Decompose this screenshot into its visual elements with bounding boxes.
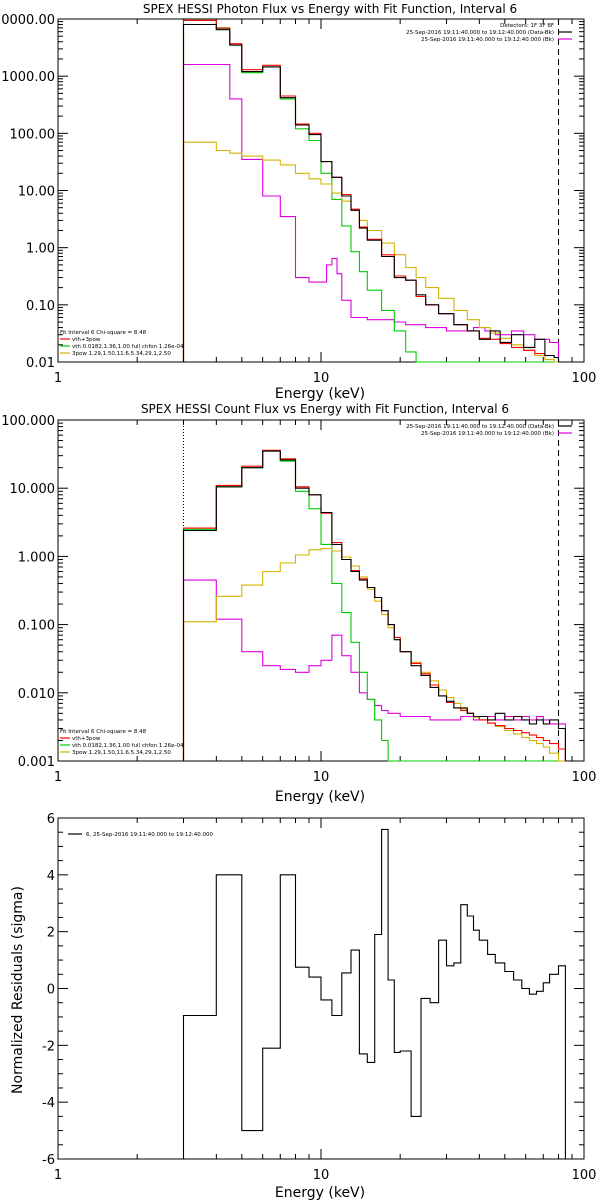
residuals-x-tick-label: 1 bbox=[54, 1168, 62, 1183]
photon-flux-panel: SPEX HESSI Photon Flux vs Energy with Fi… bbox=[0, 2, 596, 402]
residuals-y-tick-label: 6 bbox=[47, 812, 55, 827]
photon-flux-y-tick-label: 1.00 bbox=[26, 242, 55, 257]
count-flux-legend-bottomleft-entry: vth 0.0182,1.36,1.00 full chfon 1.26e-04 bbox=[72, 743, 184, 749]
count-flux-series-vth bbox=[182, 450, 566, 762]
photon-flux-x-tick-label: 1 bbox=[54, 371, 62, 386]
photon-flux-series-vth bbox=[182, 19, 559, 363]
count-flux-y-tick-label: 0.100 bbox=[18, 619, 55, 634]
photon-flux-x-tick-label: 10 bbox=[313, 371, 330, 386]
residuals-legend-entry: 6, 25-Sep-2016 19:11:40.000 to 19:12:40.… bbox=[86, 832, 213, 838]
photon-flux-legend-bottomleft-entry: vth+3pow bbox=[72, 337, 101, 343]
count-flux-legend-topright-entry: 25-Sep-2016 19:11:40.000 to 19:12:40.000… bbox=[406, 424, 554, 430]
photon-flux-plot-frame bbox=[57, 18, 585, 363]
count-flux-legend-bottomleft-entry: Fit Interval 6 Chi-square = 8.48 bbox=[60, 729, 147, 735]
residuals-xlabel: Energy (keV) bbox=[275, 1185, 365, 1200]
count-flux-plot-frame bbox=[57, 419, 585, 762]
residuals-y-tick-label: 2 bbox=[47, 926, 55, 941]
count-flux-series-data-bk bbox=[182, 450, 566, 761]
count-flux-series-3pow bbox=[182, 548, 566, 762]
residuals-y-tick-label: -6 bbox=[42, 1153, 55, 1168]
count-flux-plot-area: 1 10 100 100.000 10.000 1.000 0.100 0.010 0.001 2… bbox=[1, 414, 596, 785]
photon-flux-y-tick-label: 0.10 bbox=[26, 299, 55, 314]
residuals-y-tick-label: 4 bbox=[47, 869, 55, 884]
photon-flux-y-tick-label: 100.00 bbox=[10, 127, 56, 142]
photon-flux-series-vth-3pow bbox=[182, 19, 560, 362]
count-flux-legend-bottomleft-entry: vth+3pow bbox=[72, 736, 101, 742]
count-flux-panel: SPEX HESSI Count Flux vs Energy with Fit… bbox=[1, 402, 596, 805]
count-flux-x-tick-label: 1 bbox=[54, 770, 62, 785]
residuals-x-tick-label: 10 bbox=[313, 1168, 330, 1183]
photon-flux-y-tick-label: 10.00 bbox=[18, 185, 55, 200]
count-flux-y-tick-label: 1.000 bbox=[18, 550, 55, 565]
residuals-x-tick-label: 100 bbox=[572, 1168, 597, 1183]
photon-flux-xlabel: Energy (keV) bbox=[275, 386, 365, 402]
count-flux-y-tick-label: 0.001 bbox=[18, 755, 55, 770]
count-flux-x-tick-label: 100 bbox=[572, 770, 597, 785]
photon-flux-y-tick-label: 0.01 bbox=[26, 356, 55, 371]
photon-flux-series-data-bk bbox=[182, 23, 560, 362]
count-flux-xlabel: Energy (keV) bbox=[275, 789, 365, 805]
photon-flux-legend-bottomleft-entry: vth 0.0182,1.36,1.00 full chfon 1.26e-04 bbox=[72, 344, 184, 350]
photon-flux-series-3pow bbox=[182, 141, 559, 363]
count-flux-series-bk bbox=[182, 579, 566, 761]
count-flux-x-tick-label: 10 bbox=[313, 770, 330, 785]
photon-flux-legend-bottomleft-entry: Fit Interval 6 Chi-square = 8.48 bbox=[60, 330, 147, 336]
photon-flux-legend-topright-entry: 25-Sep-2016 19:11:40.000 to 19:12:40.000… bbox=[421, 37, 554, 43]
photon-flux-series-bk bbox=[182, 63, 560, 362]
residuals-plot-area: 1 10 100 6 4 2 0 -2 -4 -6 6, 25-Sep-2016 19:11:40.… bbox=[42, 812, 596, 1183]
count-flux-y-tick-label: 100.000 bbox=[1, 414, 55, 429]
photon-flux-y-tick-label: 1000.00 bbox=[1, 70, 55, 85]
count-flux-title: SPEX HESSI Count Flux vs Energy with Fit… bbox=[141, 402, 509, 416]
count-flux-legend-bottomleft-entry: 3pow 1.29,1.50,11.6,5.34,29.1,2.50 bbox=[72, 750, 171, 756]
photon-flux-title: SPEX HESSI Photon Flux vs Energy with Fi… bbox=[143, 2, 517, 16]
photon-flux-legend-topright-entry: 25-Sep-2016 19:11:40.000 to 19:12:40.000… bbox=[406, 30, 554, 36]
photon-flux-legend-bottomleft-entry: 3pow 1.29,1.50,11.6,5.34,29.1,2.50 bbox=[72, 351, 171, 357]
count-flux-legend-topright-entry: 25-Sep-2016 19:11:40.000 to 19:12:40.000… bbox=[421, 431, 554, 437]
photon-flux-legend-topright-entry: Detectors: 1F 3F 8F bbox=[500, 23, 554, 29]
residuals-y-tick-label: 0 bbox=[47, 983, 55, 998]
count-flux-y-tick-label: 10.000 bbox=[10, 482, 56, 497]
photon-flux-x-tick-label: 100 bbox=[572, 371, 597, 386]
residuals-ylabel: Normalized Residuals (sigma) bbox=[10, 886, 26, 1094]
count-flux-y-tick-label: 0.010 bbox=[18, 687, 55, 702]
residuals-y-tick-label: -2 bbox=[42, 1039, 55, 1054]
residuals-series-residuals bbox=[182, 828, 566, 1159]
residuals-y-tick-label: -4 bbox=[42, 1096, 55, 1111]
residuals-panel: 1 10 100 6 4 2 0 -2 -4 -6 6, 25-Sep-2016 19:11:40.… bbox=[10, 812, 596, 1200]
